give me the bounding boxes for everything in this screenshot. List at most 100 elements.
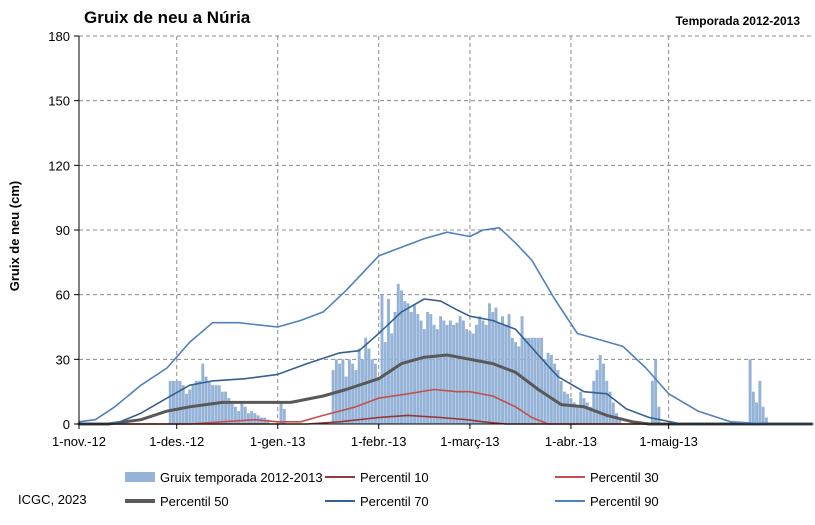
snow-depth-bar [347, 359, 351, 424]
snow-depth-bar [426, 311, 430, 424]
snow-depth-bar [755, 402, 759, 424]
snow-depth-bar [191, 385, 195, 424]
snow-depth-bar [452, 324, 456, 424]
legend-label: Percentil 90 [590, 494, 659, 509]
x-tick-label: 1-abr.-13 [545, 434, 597, 449]
snow-depth-bar [751, 391, 755, 424]
legend-label: Percentil 70 [360, 494, 429, 509]
snow-depth-bar [168, 380, 172, 424]
snow-depth-bar [575, 406, 579, 424]
snow-depth-bar [266, 419, 270, 424]
x-tick-label: 1-maig-13 [639, 434, 698, 449]
legend: Gruix temporada 2012-2013 Percentil 10 Per… [125, 470, 659, 509]
snow-depth-bar [468, 331, 472, 424]
snow-depth-bar [569, 398, 573, 424]
snow-depth-bar [657, 406, 661, 424]
legend-label: Percentil 50 [160, 494, 229, 509]
snow-depth-bar [595, 370, 599, 424]
snow-depth-bar [598, 355, 602, 424]
x-tick-label: 1-març-13 [440, 434, 499, 449]
snow-depth-bar [514, 342, 518, 424]
y-tick-label: 90 [56, 223, 70, 238]
snow-depth-bar [608, 391, 612, 424]
legend-label: Percentil 30 [590, 470, 659, 485]
snow-depth-bar [390, 333, 394, 424]
snow-depth-bar [207, 380, 211, 424]
snow-depth-bar [461, 320, 465, 424]
snow-depth-bar [562, 391, 566, 424]
snow-depth-bar [360, 359, 364, 424]
snow-depth-bar [605, 380, 609, 424]
snow-depth-bar [246, 413, 250, 424]
snow-depth-bar [533, 337, 537, 424]
snow-depth-bar [465, 329, 469, 424]
snow-depth-bar [172, 380, 175, 424]
snow-depth-bar [520, 316, 524, 424]
snow-depth-bar [351, 363, 355, 424]
snow-depth-bar [559, 380, 563, 424]
snow-depth-bar [491, 311, 495, 424]
legend-label: Percentil 10 [360, 470, 429, 485]
snow-depth-bar [589, 406, 592, 424]
grid-layer [79, 35, 812, 424]
snow-depth-bar [175, 380, 179, 424]
snow-depth-bar [282, 408, 286, 424]
x-tick-label: 1-des.-12 [149, 434, 204, 449]
snow-depth-bar [406, 303, 410, 424]
snow-depth-bar [409, 311, 413, 424]
axis-layer: 0 30 60 90 120 150 180 1-nov.-12 1-des.-12 1-gen.… [48, 29, 812, 449]
snow-depth-bar [432, 324, 436, 424]
credit-label: ICGC, 2023 [18, 492, 87, 507]
snow-depth-bar [217, 385, 221, 424]
snow-depth-bar [194, 380, 198, 424]
snow-depth-bar [380, 294, 384, 424]
snow-depth-bar [240, 402, 244, 424]
season-label: Temporada 2012-2013 [675, 14, 800, 28]
snow-depth-bar [549, 355, 553, 424]
snow-depth-bar [331, 370, 335, 424]
snow-depth-bar [553, 363, 557, 424]
snow-depth-bar [761, 406, 765, 424]
y-tick-label: 120 [48, 158, 70, 173]
percentile-line-percentil-30 [78, 388, 813, 425]
snow-depth-bar [354, 370, 358, 424]
snow-depth-bar [396, 283, 400, 424]
snow-depth-bar [445, 324, 449, 424]
snow-depth-bar [471, 333, 475, 424]
snow-depth-bar [364, 337, 368, 424]
snow-depth-bar [253, 413, 257, 424]
snow-depth-bar [237, 411, 241, 424]
snow-depth-bar [387, 298, 390, 424]
snow-depth-bar [748, 359, 752, 424]
snow-depth-bar [481, 320, 485, 424]
snow-depth-bar [243, 406, 247, 424]
snow-depth-bar [517, 346, 521, 424]
percentile-line-percentil-50 [77, 353, 814, 426]
snow-depth-bar [592, 380, 596, 424]
snow-depth-bar [224, 391, 228, 424]
snow-depth-bar [429, 314, 433, 424]
snow-depth-bar [435, 329, 439, 424]
snow-depth-bar [201, 363, 205, 424]
snow-depth-bar [181, 385, 185, 424]
snow-depth-bar [585, 402, 589, 424]
snow-depth-bar [439, 316, 443, 424]
snow-depth-bar [618, 417, 622, 424]
snow-depth-bar [536, 337, 540, 424]
snow-depth-bar [650, 380, 654, 424]
x-tick-label: 1-gen.-13 [250, 434, 306, 449]
legend-label: Gruix temporada 2012-2013 [160, 470, 323, 485]
snow-depth-bar [582, 398, 586, 424]
snow-depth-bar [474, 324, 478, 424]
snow-depth-bar [250, 411, 254, 424]
snow-depth-bar [504, 324, 508, 424]
snow-depth-bar [566, 393, 570, 424]
y-tick-label: 60 [56, 288, 70, 303]
percentile-line-percentil-10 [78, 414, 813, 425]
snow-depth-bar [400, 290, 403, 424]
snow-depth-bar [230, 402, 234, 424]
snow-depth-bar [484, 324, 488, 424]
snow-depth-bar [220, 391, 224, 424]
snow-depth-bar [416, 314, 420, 424]
snow-depth-bar [543, 359, 547, 424]
